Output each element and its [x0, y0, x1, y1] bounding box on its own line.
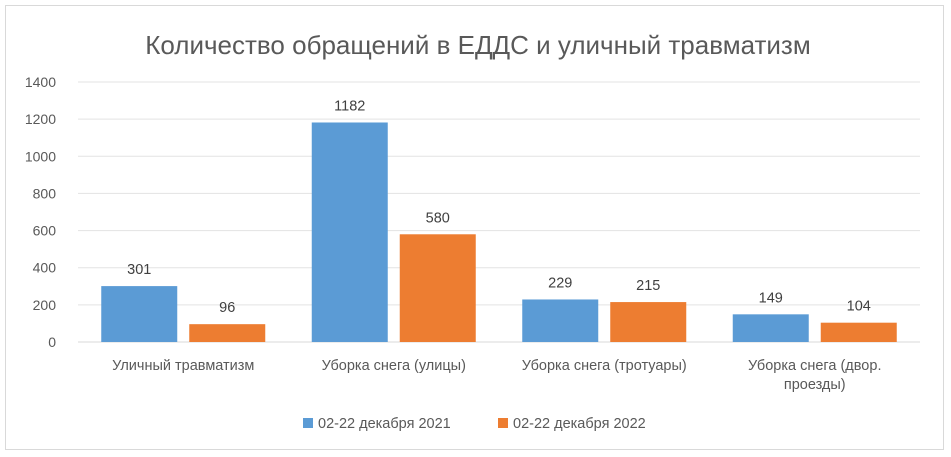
legend-item: 02-22 декабря 2022 — [498, 416, 646, 432]
x-axis: Уличный травматизм Уборка снега (улицы) Уб… — [112, 358, 881, 393]
y-tick-label: 1400 — [25, 74, 56, 90]
y-tick-label: 600 — [33, 223, 57, 239]
bar — [610, 302, 687, 342]
bar — [311, 122, 388, 342]
gridlines — [78, 81, 920, 343]
bar — [189, 324, 266, 342]
y-tick-label: 1200 — [25, 111, 56, 127]
data-label: 215 — [636, 278, 660, 294]
legend-item: 02-22 декабря 2021 — [303, 416, 451, 432]
bar — [101, 286, 178, 342]
data-label: 301 — [127, 262, 151, 278]
data-label: 96 — [219, 300, 235, 316]
y-tick-label: 0 — [48, 334, 56, 350]
x-tick-label: проезды) — [784, 377, 846, 393]
legend-swatch — [303, 418, 313, 428]
y-tick-label: 1000 — [25, 148, 56, 164]
legend-label: 02-22 декабря 2021 — [318, 416, 451, 432]
data-label: 1182 — [334, 98, 365, 114]
y-tick-label: 200 — [33, 297, 57, 313]
bars — [101, 122, 897, 342]
y-axis: 0 200 400 600 800 1000 1200 1400 — [25, 74, 56, 350]
chart-frame — [5, 5, 944, 450]
x-tick-label: Уборка снега (тротуары) — [522, 358, 687, 374]
data-labels: 301 96 1182 580 229 215 149 104 — [127, 98, 871, 316]
data-label: 149 — [759, 290, 783, 306]
bar — [399, 234, 476, 342]
legend-swatch — [498, 418, 508, 428]
x-tick-label: Уборка снега (двор. — [748, 358, 881, 374]
data-label: 229 — [548, 275, 572, 291]
x-tick-label: Уборка снега (улицы) — [322, 358, 466, 374]
x-tick-label: Уличный травматизм — [112, 358, 254, 374]
data-label: 580 — [426, 210, 450, 226]
chart-title: Количество обращений в ЕДДС и уличный тр… — [145, 30, 810, 60]
y-tick-label: 800 — [33, 185, 57, 201]
data-label: 104 — [847, 299, 871, 315]
y-tick-label: 400 — [33, 260, 57, 276]
bar — [522, 299, 599, 342]
legend-label: 02-22 декабря 2022 — [513, 416, 646, 432]
bar — [820, 322, 897, 342]
bar — [732, 314, 809, 342]
legend: 02-22 декабря 2021 02-22 декабря 2022 — [303, 416, 646, 432]
